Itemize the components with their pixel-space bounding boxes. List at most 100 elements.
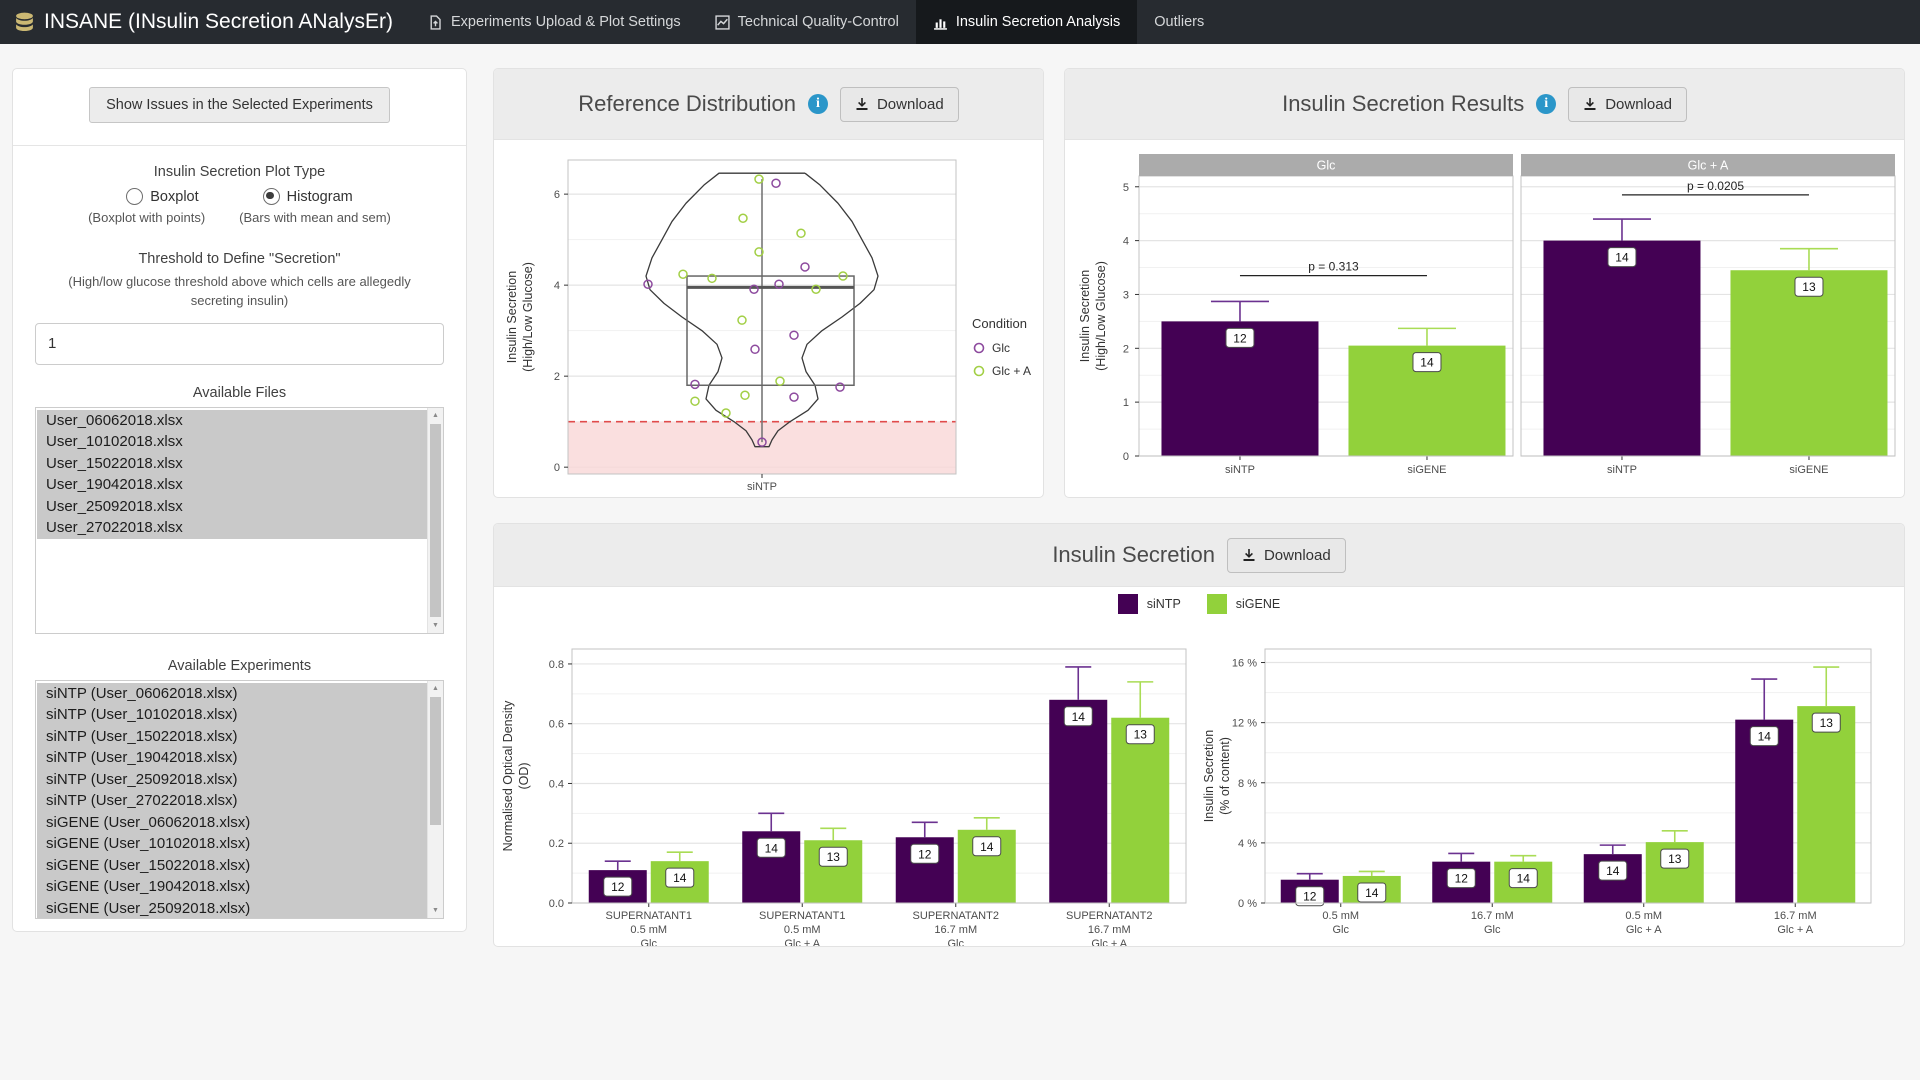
- svg-text:SUPERNATANT2: SUPERNATANT2: [913, 910, 999, 922]
- svg-text:2: 2: [554, 371, 560, 383]
- radio-histogram[interactable]: Histogram: [262, 188, 353, 205]
- insulin-secretion-header: Insulin Secretion Download: [494, 524, 1904, 587]
- list-item[interactable]: User_10102018.xlsx: [37, 431, 427, 453]
- svg-text:Glc: Glc: [1333, 924, 1350, 936]
- svg-text:0.5 mM: 0.5 mM: [1322, 910, 1359, 922]
- svg-text:12: 12: [1455, 872, 1469, 886]
- tab-technical-quality-control[interactable]: Technical Quality-Control: [698, 0, 916, 44]
- show-issues-button[interactable]: Show Issues in the Selected Experiments: [89, 87, 390, 123]
- list-item[interactable]: User_19042018.xlsx: [37, 474, 427, 496]
- list-item[interactable]: siGENE (User_25092018.xlsx): [37, 897, 427, 918]
- svg-text:1: 1: [1123, 397, 1129, 409]
- svg-text:Glc + A: Glc + A: [1688, 159, 1729, 173]
- sidebar-divider: [13, 145, 466, 146]
- download-button[interactable]: Download: [1568, 86, 1687, 122]
- nav-tabs: Experiments Upload & Plot Settings Techni…: [411, 0, 1221, 44]
- line-chart-icon: [715, 14, 730, 30]
- svg-text:4: 4: [554, 280, 560, 292]
- available-experiments-label: Available Experiments: [167, 657, 312, 674]
- bar-chart-icon: [933, 15, 948, 30]
- svg-text:0.8: 0.8: [549, 659, 564, 671]
- svg-text:12 %: 12 %: [1232, 718, 1257, 730]
- svg-text:siNTP: siNTP: [747, 481, 777, 493]
- tab-label: Technical Quality-Control: [737, 14, 899, 30]
- app-title: INSANE (INsulin Secretion ANalysEr): [44, 10, 393, 33]
- info-icon[interactable]: i: [1536, 94, 1557, 114]
- od-bar-chart: 12 14 SUPERNATANT1 0.5 mM Glc 14 13 SUPERNATANT…: [501, 648, 1187, 947]
- svg-text:0.5 mM: 0.5 mM: [1625, 910, 1662, 922]
- svg-text:0.5 mM: 0.5 mM: [784, 924, 821, 936]
- list-item[interactable]: siNTP (User_19042018.xlsx): [37, 747, 427, 769]
- panel-title: Insulin Secretion Results: [1282, 91, 1525, 116]
- svg-text:13: 13: [1802, 280, 1816, 294]
- list-item[interactable]: User_06062018.xlsx: [37, 409, 427, 432]
- download-button[interactable]: Download: [839, 86, 959, 122]
- svg-text:12: 12: [611, 880, 625, 894]
- scrollbar-thumb[interactable]: [430, 696, 441, 825]
- plot-type-hints: (Boxplot with points) (Bars with mean and…: [35, 210, 444, 225]
- legend-item-sintp: siNTP: [1117, 594, 1181, 614]
- list-item[interactable]: User_25092018.xlsx: [37, 495, 427, 518]
- list-item[interactable]: User_27022018.xlsx: [37, 517, 427, 539]
- svg-text:Glc + A: Glc + A: [784, 938, 820, 947]
- list-item[interactable]: User_15022018.xlsx: [37, 452, 427, 475]
- svg-text:14: 14: [765, 841, 779, 855]
- files-scrollbar[interactable]: ▲ ▼: [427, 407, 443, 633]
- list-item[interactable]: siNTP (User_25092018.xlsx): [37, 768, 427, 791]
- list-item[interactable]: siNTP (User_10102018.xlsx): [37, 704, 427, 726]
- svg-text:16.7 mM: 16.7 mM: [1774, 910, 1817, 922]
- tab-experiments-upload-plot-settings[interactable]: Experiments Upload & Plot Settings: [411, 0, 698, 44]
- panel-title: Reference Distribution: [578, 91, 796, 116]
- reference-distribution-panel: Reference Distribution i Download 0 2 4 6 si…: [493, 68, 1044, 498]
- svg-text:Insulin Secretion: Insulin Secretion: [1202, 730, 1216, 822]
- radio-icon[interactable]: [262, 188, 280, 205]
- download-button[interactable]: Download: [1226, 537, 1346, 573]
- svg-text:SUPERNATANT1: SUPERNATANT1: [606, 910, 692, 922]
- svg-text:14: 14: [1606, 864, 1620, 878]
- list-item[interactable]: siNTP (User_15022018.xlsx): [37, 725, 427, 748]
- svg-text:Insulin Secretion: Insulin Secretion: [505, 271, 519, 363]
- series-legend: siNTP siGENE: [494, 587, 1904, 621]
- available-experiments-listbox[interactable]: siNTP (User_06062018.xlsx) siNTP (User_10…: [35, 679, 444, 919]
- svg-text:0.4: 0.4: [549, 778, 564, 790]
- svg-text:Glc: Glc: [1317, 159, 1336, 173]
- svg-text:0.6: 0.6: [549, 719, 564, 731]
- reference-distribution-header: Reference Distribution i Download: [494, 69, 1043, 140]
- tab-outliers[interactable]: Outliers: [1137, 0, 1221, 44]
- app-brand: INSANE (INsulin Secretion ANalysEr): [0, 0, 411, 44]
- available-files-listbox[interactable]: User_06062018.xlsx User_10102018.xlsx User…: [35, 406, 444, 634]
- radio-boxplot[interactable]: Boxplot: [126, 188, 199, 205]
- svg-text:13: 13: [827, 850, 841, 864]
- threshold-input[interactable]: [35, 322, 444, 365]
- svg-text:siGENE: siGENE: [1407, 464, 1446, 476]
- svg-text:SUPERNATANT2: SUPERNATANT2: [1066, 910, 1152, 922]
- svg-text:Glc: Glc: [948, 938, 965, 947]
- radio-label: Boxplot: [150, 188, 199, 205]
- scroll-up-icon[interactable]: ▲: [432, 684, 439, 692]
- scroll-up-icon[interactable]: ▲: [432, 411, 439, 419]
- scroll-down-icon[interactable]: ▼: [432, 906, 439, 914]
- svg-text:Glc + A: Glc + A: [1777, 924, 1813, 936]
- tab-insulin-secretion-analysis[interactable]: Insulin Secretion Analysis: [915, 0, 1138, 44]
- svg-text:(High/Low Glucose): (High/Low Glucose): [1094, 261, 1108, 371]
- svg-text:14: 14: [1420, 356, 1434, 370]
- svg-text:4 %: 4 %: [1238, 838, 1257, 850]
- list-item[interactable]: siGENE (User_15022018.xlsx): [37, 854, 427, 877]
- svg-text:siGENE: siGENE: [1789, 464, 1828, 476]
- radio-icon[interactable]: [126, 188, 144, 205]
- svg-text:(High/Low Glucose): (High/Low Glucose): [521, 262, 535, 372]
- list-item[interactable]: siGENE (User_06062018.xlsx): [37, 811, 427, 834]
- list-item[interactable]: siGENE (User_19042018.xlsx): [37, 876, 427, 898]
- svg-text:Glc: Glc: [1484, 924, 1501, 936]
- svg-text:16.7 mM: 16.7 mM: [1088, 924, 1131, 936]
- list-item[interactable]: siNTP (User_06062018.xlsx): [37, 682, 427, 705]
- info-icon[interactable]: i: [807, 94, 828, 114]
- experiments-scrollbar[interactable]: ▲ ▼: [427, 680, 443, 918]
- svg-text:14: 14: [1615, 251, 1629, 265]
- list-item[interactable]: siGENE (User_10102018.xlsx): [37, 833, 427, 855]
- scroll-down-icon[interactable]: ▼: [432, 621, 439, 629]
- scrollbar-thumb[interactable]: [430, 423, 441, 617]
- list-item[interactable]: siNTP (User_27022018.xlsx): [37, 790, 427, 812]
